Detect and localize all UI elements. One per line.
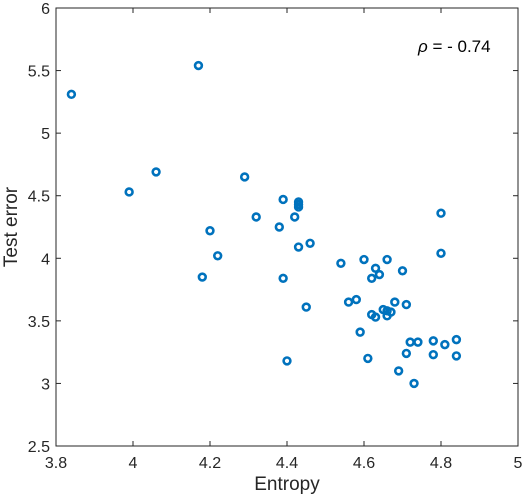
data-point bbox=[397, 266, 408, 276]
data-point bbox=[363, 353, 373, 364]
data-point bbox=[351, 294, 361, 305]
plot-area bbox=[55, 7, 519, 447]
x-tick-label: 3.8 bbox=[45, 455, 67, 472]
y-tick-label: 5.5 bbox=[28, 64, 50, 81]
correlation-annotation: ρ = - 0.74 bbox=[417, 37, 491, 56]
y-tick-label: 3 bbox=[41, 376, 50, 393]
data-point bbox=[278, 194, 288, 205]
data-point bbox=[436, 208, 446, 218]
data-point bbox=[390, 297, 400, 307]
data-point bbox=[355, 327, 365, 337]
data-point bbox=[440, 339, 450, 350]
correlation-value: = - 0.74 bbox=[428, 37, 491, 56]
y-tick-label: 5 bbox=[41, 126, 50, 143]
data-point bbox=[413, 337, 423, 347]
data-point bbox=[451, 351, 462, 361]
data-point bbox=[278, 273, 288, 284]
data-point bbox=[151, 167, 161, 177]
y-tick-label: 2.5 bbox=[28, 439, 50, 456]
x-tick-label: 4.4 bbox=[276, 455, 298, 472]
data-point bbox=[305, 238, 315, 248]
y-axis-ticks: 2.5 3 3.5 4 4.5 5 5.5 6 bbox=[28, 1, 518, 456]
data-point bbox=[401, 348, 412, 359]
y-tick-label: 4.5 bbox=[28, 189, 50, 206]
x-tick-label: 4 bbox=[129, 455, 138, 472]
data-point bbox=[382, 254, 392, 265]
data-point bbox=[293, 202, 304, 212]
data-point bbox=[282, 356, 292, 366]
data-point bbox=[451, 334, 462, 345]
data-point bbox=[401, 299, 412, 310]
data-point bbox=[428, 336, 438, 346]
y-tick-label: 3.5 bbox=[28, 314, 50, 331]
data-point bbox=[301, 302, 311, 312]
data-point bbox=[193, 60, 204, 71]
x-tick-label: 4.2 bbox=[199, 455, 221, 472]
data-point bbox=[367, 273, 377, 284]
data-point bbox=[66, 89, 77, 100]
correlation-symbol: ρ bbox=[417, 37, 428, 56]
data-point bbox=[393, 366, 404, 376]
data-point bbox=[274, 222, 284, 232]
data-point bbox=[386, 307, 396, 317]
data-point bbox=[436, 248, 446, 258]
data-point bbox=[370, 312, 381, 322]
data-points bbox=[66, 60, 462, 389]
x-axis-label: Entropy bbox=[254, 474, 320, 495]
data-point bbox=[359, 254, 369, 265]
data-point bbox=[409, 378, 419, 389]
x-tick-label: 4.6 bbox=[353, 455, 375, 472]
data-point bbox=[428, 349, 438, 360]
data-point bbox=[251, 212, 261, 222]
data-point bbox=[370, 263, 381, 273]
x-tick-label: 4.8 bbox=[430, 455, 452, 472]
data-point bbox=[290, 212, 300, 222]
y-tick-label: 6 bbox=[41, 1, 50, 18]
y-tick-label: 4 bbox=[41, 251, 50, 268]
data-point bbox=[293, 242, 304, 252]
data-point bbox=[239, 172, 250, 182]
y-axis-label: Test error bbox=[1, 186, 22, 267]
data-point bbox=[124, 187, 134, 197]
data-point bbox=[374, 269, 385, 280]
data-point bbox=[213, 251, 223, 261]
data-point bbox=[197, 272, 208, 282]
data-point bbox=[343, 297, 354, 307]
x-tick-label: 5 bbox=[514, 455, 523, 472]
x-axis-ticks: 3.8 4 4.2 4.4 4.6 4.8 5 bbox=[45, 8, 523, 472]
data-point bbox=[336, 258, 346, 268]
data-point bbox=[205, 226, 215, 236]
